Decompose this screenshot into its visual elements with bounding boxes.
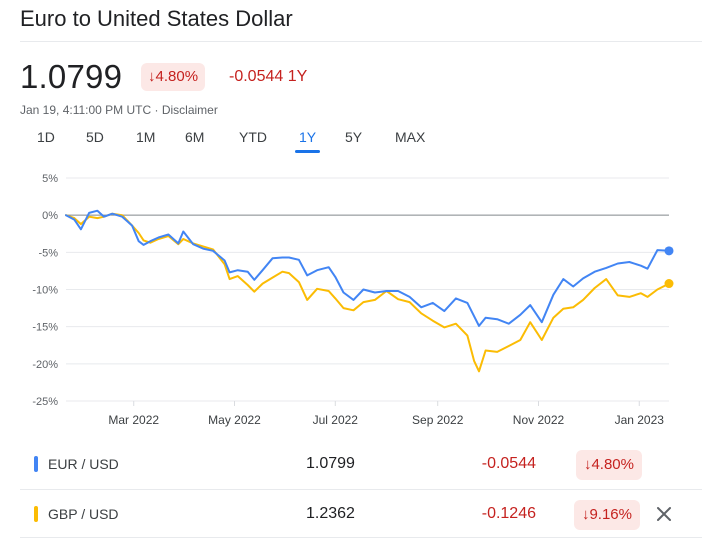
pair-change-percent-badge: ↓9.16% <box>573 500 640 530</box>
tab-1y[interactable]: 1Y <box>294 129 321 153</box>
x-tick-label: Mar 2022 <box>108 413 159 427</box>
x-tick-label: May 2022 <box>208 413 261 427</box>
pair-change: -0.0544 <box>481 455 536 472</box>
pair-price: 1.0799 <box>306 455 355 472</box>
page-title: Euro to United States Dollar <box>20 6 293 31</box>
tab-max[interactable]: MAX <box>395 129 426 145</box>
change-period: 1Y <box>287 68 308 85</box>
y-tick-label: -15% <box>32 322 58 334</box>
close-icon[interactable] <box>652 502 676 526</box>
x-tick-label: Jul 2022 <box>313 413 359 427</box>
arrow-down-icon: ↓ <box>581 506 590 523</box>
tab-1d[interactable]: 1D <box>37 129 55 145</box>
gbp-usd-endpoint <box>664 279 674 289</box>
gbp-series-swatch <box>34 506 38 522</box>
tab-5d[interactable]: 5D <box>86 129 104 145</box>
chart-grid <box>66 177 669 406</box>
pair-change-percent: 9.16% <box>589 506 632 523</box>
series-lines <box>65 209 674 373</box>
y-tick-label: -5% <box>38 247 58 259</box>
x-tick-label: Nov 2022 <box>513 413 565 427</box>
pair-change-percent-badge: ↓4.80% <box>575 450 642 480</box>
x-axis-labels: Mar 2022 May 2022 Jul 2022 Sep 2022 Nov 2022… <box>108 413 664 427</box>
exchange-rate-chart[interactable]: 5% 0% -5% -10% -15% -20% -25% Mar 2022 May 2022… <box>0 160 702 435</box>
y-tick-label: -10% <box>32 285 58 297</box>
change-percent-badge: ↓4.80% <box>141 63 206 91</box>
comparison-row-gbp-usd[interactable]: GBP / USD 1.2362 -0.1246 ↓9.16% <box>20 489 702 539</box>
tab-1m[interactable]: 1M <box>136 129 156 145</box>
eur-usd-series-line <box>65 209 670 327</box>
eur-usd-endpoint <box>664 246 674 256</box>
y-tick-label: -20% <box>32 359 58 371</box>
timestamp: Jan 19, 4:11:00 PM UTC · Disclaimer <box>20 103 218 117</box>
arrow-down-icon: ↓ <box>148 68 156 85</box>
y-tick-label: 0% <box>42 210 58 222</box>
arrow-down-icon: ↓ <box>583 456 592 473</box>
pair-name: EUR / USD <box>48 456 119 472</box>
tab-6m[interactable]: 6M <box>185 129 205 145</box>
y-axis-labels: 5% 0% -5% -10% -15% -20% -25% <box>32 173 58 408</box>
x-tick-label: Sep 2022 <box>412 413 464 427</box>
change-absolute: -0.0544 1Y <box>229 63 307 91</box>
title-divider <box>20 41 702 42</box>
eur-series-swatch <box>34 456 38 472</box>
y-tick-label: -25% <box>32 396 58 408</box>
x-tick-label: Jan 2023 <box>615 413 665 427</box>
pair-change: -0.1246 <box>481 505 536 522</box>
tab-5y[interactable]: 5Y <box>345 129 363 145</box>
change-percent-value: 4.80% <box>155 68 199 85</box>
pair-name: GBP / USD <box>48 506 119 522</box>
table-bottom-divider <box>20 537 702 538</box>
current-price: 1.0799 <box>20 58 123 95</box>
change-absolute-value: -0.0544 <box>229 68 284 85</box>
tab-ytd[interactable]: YTD <box>239 129 267 145</box>
y-tick-label: 5% <box>42 173 58 185</box>
pair-change-percent: 4.80% <box>591 456 634 473</box>
pair-price: 1.2362 <box>306 505 355 522</box>
comparison-row-eur-usd[interactable]: EUR / USD 1.0799 -0.0544 ↓4.80% <box>20 440 702 489</box>
